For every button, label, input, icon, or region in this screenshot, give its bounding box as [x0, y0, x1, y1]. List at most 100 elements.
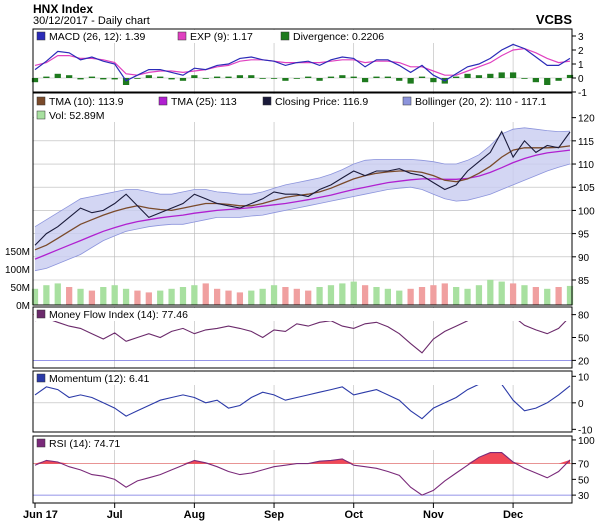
- legend-swatch: [177, 31, 187, 41]
- volume-bar: [305, 290, 312, 305]
- divergence-bar: [361, 78, 369, 83]
- y-tick-label: 95: [578, 230, 590, 241]
- volume-bar: [31, 288, 39, 305]
- rsi-line: [34, 452, 571, 496]
- legend-entry: Money Flow Index (14): 77.46: [49, 309, 188, 321]
- legend-swatch: [36, 110, 46, 120]
- volume-bar: [430, 285, 437, 305]
- volume-tick-label: 50M: [11, 283, 30, 294]
- volume-bar: [544, 288, 551, 305]
- volume-bar: [202, 283, 209, 305]
- volume-bar: [134, 290, 141, 305]
- macd-panel: MACD (26, 12): 1.39 EXP (9): 1.17 Divergen…: [31, 28, 587, 99]
- divergence-bar: [487, 73, 494, 78]
- divergence-bar: [88, 76, 96, 78]
- divergence-bar: [430, 78, 437, 83]
- legend-swatch: [402, 96, 412, 106]
- legend-entry: MACD (26, 12): 1.39: [49, 31, 145, 43]
- volume-bar: [248, 290, 255, 305]
- x-axis: Jun 17 Jul Aug Sep Oct Nov Dec: [23, 503, 523, 521]
- divergence-bar: [498, 72, 505, 78]
- legend-entry: Divergence: 0.2206: [293, 31, 384, 43]
- y-tick-label: -1: [578, 88, 587, 99]
- bollinger-upper-line: [34, 127, 571, 228]
- legend-entry: Bollinger (20, 2): 110 - 117.1: [415, 96, 547, 108]
- volume-bar: [566, 285, 574, 305]
- volume-bar: [555, 287, 562, 305]
- divergence-bar: [134, 78, 141, 79]
- volume-bar: [441, 283, 448, 305]
- y-tick-label: 70: [578, 460, 590, 471]
- divergence-bar: [54, 73, 61, 78]
- y-tick-label: 20: [578, 356, 590, 367]
- volume-bar: [327, 285, 335, 305]
- divergence-bar: [396, 78, 403, 81]
- volume-bar: [361, 285, 369, 305]
- divergence-bar: [350, 76, 357, 78]
- y-tick-label: 30: [578, 491, 590, 502]
- y-tick-label: 105: [578, 183, 595, 194]
- y-tick-label: -10: [578, 425, 593, 436]
- volume-bar: [157, 290, 164, 305]
- volume-bar: [259, 288, 266, 305]
- volume-bar: [111, 285, 118, 305]
- legend-swatch: [262, 96, 272, 106]
- divergence-bar: [270, 78, 278, 79]
- x-tick-label: Sep: [264, 509, 284, 521]
- volume-bar: [282, 287, 289, 305]
- divergence-bar: [31, 78, 39, 83]
- price-frame: [32, 92, 573, 306]
- y-tick-label: 50: [578, 475, 590, 486]
- divergence-bar: [248, 75, 255, 78]
- volume-bar: [396, 290, 403, 305]
- divergence-bar: [77, 78, 84, 80]
- y-tick-label: 100: [578, 436, 595, 447]
- x-tick-label: Jun 17: [23, 509, 58, 521]
- brand-label: VCBS: [535, 12, 572, 27]
- volume-bar: [373, 287, 380, 305]
- divergence-bar: [213, 76, 221, 78]
- macd-line: [34, 43, 571, 82]
- y-tick-label: 120: [578, 114, 595, 125]
- y-tick-label: 0: [578, 74, 584, 85]
- divergence-bar: [464, 73, 471, 78]
- volume-bar: [213, 288, 221, 305]
- volume-tick-label: 0M: [16, 301, 30, 312]
- y-tick-label: 50: [578, 334, 590, 345]
- divergence-bar: [191, 75, 198, 78]
- divergence-bar: [293, 78, 300, 79]
- rsi-panel: RSI (14): 74.71 30 50 70 100: [32, 435, 595, 504]
- legend-swatch: [158, 96, 168, 106]
- y-tick-label: 0: [578, 399, 584, 410]
- volume-bar: [168, 288, 175, 305]
- legend-bg: [34, 94, 571, 122]
- divergence-bar: [475, 75, 483, 78]
- legend-swatch: [280, 31, 290, 41]
- y-tick-label: 10: [578, 372, 590, 383]
- chart-title: HNX Index: [33, 2, 94, 16]
- volume-bar: [270, 285, 278, 305]
- divergence-bar: [521, 78, 528, 79]
- volume-bar: [521, 285, 528, 305]
- divergence-bar: [202, 78, 209, 79]
- divergence-bar: [316, 78, 323, 81]
- divergence-bar: [418, 76, 426, 78]
- volume-bar: [179, 287, 187, 305]
- volume-bar: [407, 288, 414, 305]
- divergence-bar: [236, 75, 244, 78]
- legend-swatch: [36, 309, 46, 319]
- y-tick-label: 2: [578, 46, 584, 57]
- divergence-bar: [100, 78, 107, 80]
- y-tick-label: 85: [578, 276, 590, 287]
- volume-bar: [418, 287, 426, 305]
- tma-25-line: [34, 149, 571, 260]
- y-tick-label: 1: [578, 60, 584, 71]
- divergence-bar: [43, 76, 50, 78]
- bollinger-lower-line: [34, 163, 571, 272]
- divergence-bar: [509, 72, 517, 78]
- bollinger-band: [35, 127, 570, 271]
- divergence-bar: [384, 76, 392, 78]
- y-tick-label: 90: [578, 253, 590, 264]
- chart-subtitle: 30/12/2017 - Daily chart: [33, 15, 150, 27]
